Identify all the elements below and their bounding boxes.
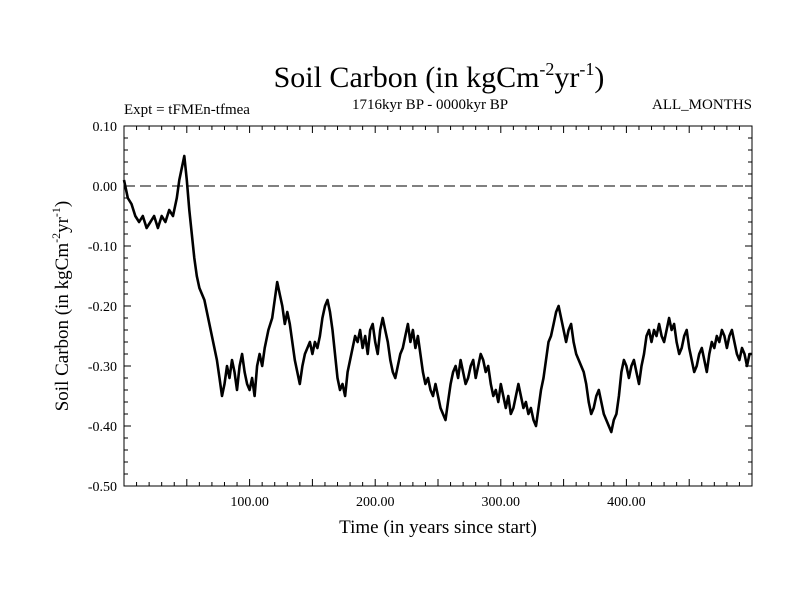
y-tick-label: -0.50 xyxy=(88,480,117,495)
y-axis-label-suffix: ) xyxy=(52,201,73,207)
y-axis-label-mid: yr xyxy=(52,216,73,233)
experiment-label: Expt = tFMEn-tfmea xyxy=(124,102,250,118)
y-axis: 0.10 0.00 -0.10 -0.20 -0.30 -0.40 -0.50 xyxy=(88,120,752,495)
y-axis-label-exp2: -1 xyxy=(49,207,63,217)
x-tick-label: 100.00 xyxy=(230,495,269,510)
y-tick-label: 0.10 xyxy=(93,120,118,135)
chart-title-suffix: ) xyxy=(594,61,604,94)
chart-title-exp2: -1 xyxy=(579,59,594,79)
y-axis-label-exp1: -2 xyxy=(49,233,63,243)
y-axis-label-prefix: Soil Carbon (in kgCm xyxy=(52,243,73,412)
y-tick-label: -0.30 xyxy=(88,360,117,375)
plot-frame xyxy=(123,125,753,487)
time-range-label: 1716kyr BP - 0000kyr BP xyxy=(352,97,508,113)
soil-carbon-series-line xyxy=(122,154,752,434)
chart-title: Soil Carbon (in kgCm-2yr-1) xyxy=(274,59,605,94)
y-tick-label: -0.40 xyxy=(88,420,117,435)
y-tick-label: -0.20 xyxy=(88,300,117,315)
chart-title-mid: yr xyxy=(554,61,579,94)
y-tick-label: -0.10 xyxy=(88,240,117,255)
x-tick-label: 300.00 xyxy=(482,495,521,510)
y-axis-label: Soil Carbon (in kgCm-2yr-1) xyxy=(49,201,73,412)
y-tick-label: 0.00 xyxy=(93,180,118,195)
x-axis: 100.00 200.00 300.00 400.00 xyxy=(136,126,740,510)
x-tick-label: 400.00 xyxy=(607,495,646,510)
months-label: ALL_MONTHS xyxy=(652,97,752,113)
x-tick-label: 200.00 xyxy=(356,495,395,510)
chart-title-prefix: Soil Carbon (in kgCm xyxy=(274,61,540,94)
chart-title-exp1: -2 xyxy=(539,59,554,79)
x-axis-label: Time (in years since start) xyxy=(339,517,537,538)
